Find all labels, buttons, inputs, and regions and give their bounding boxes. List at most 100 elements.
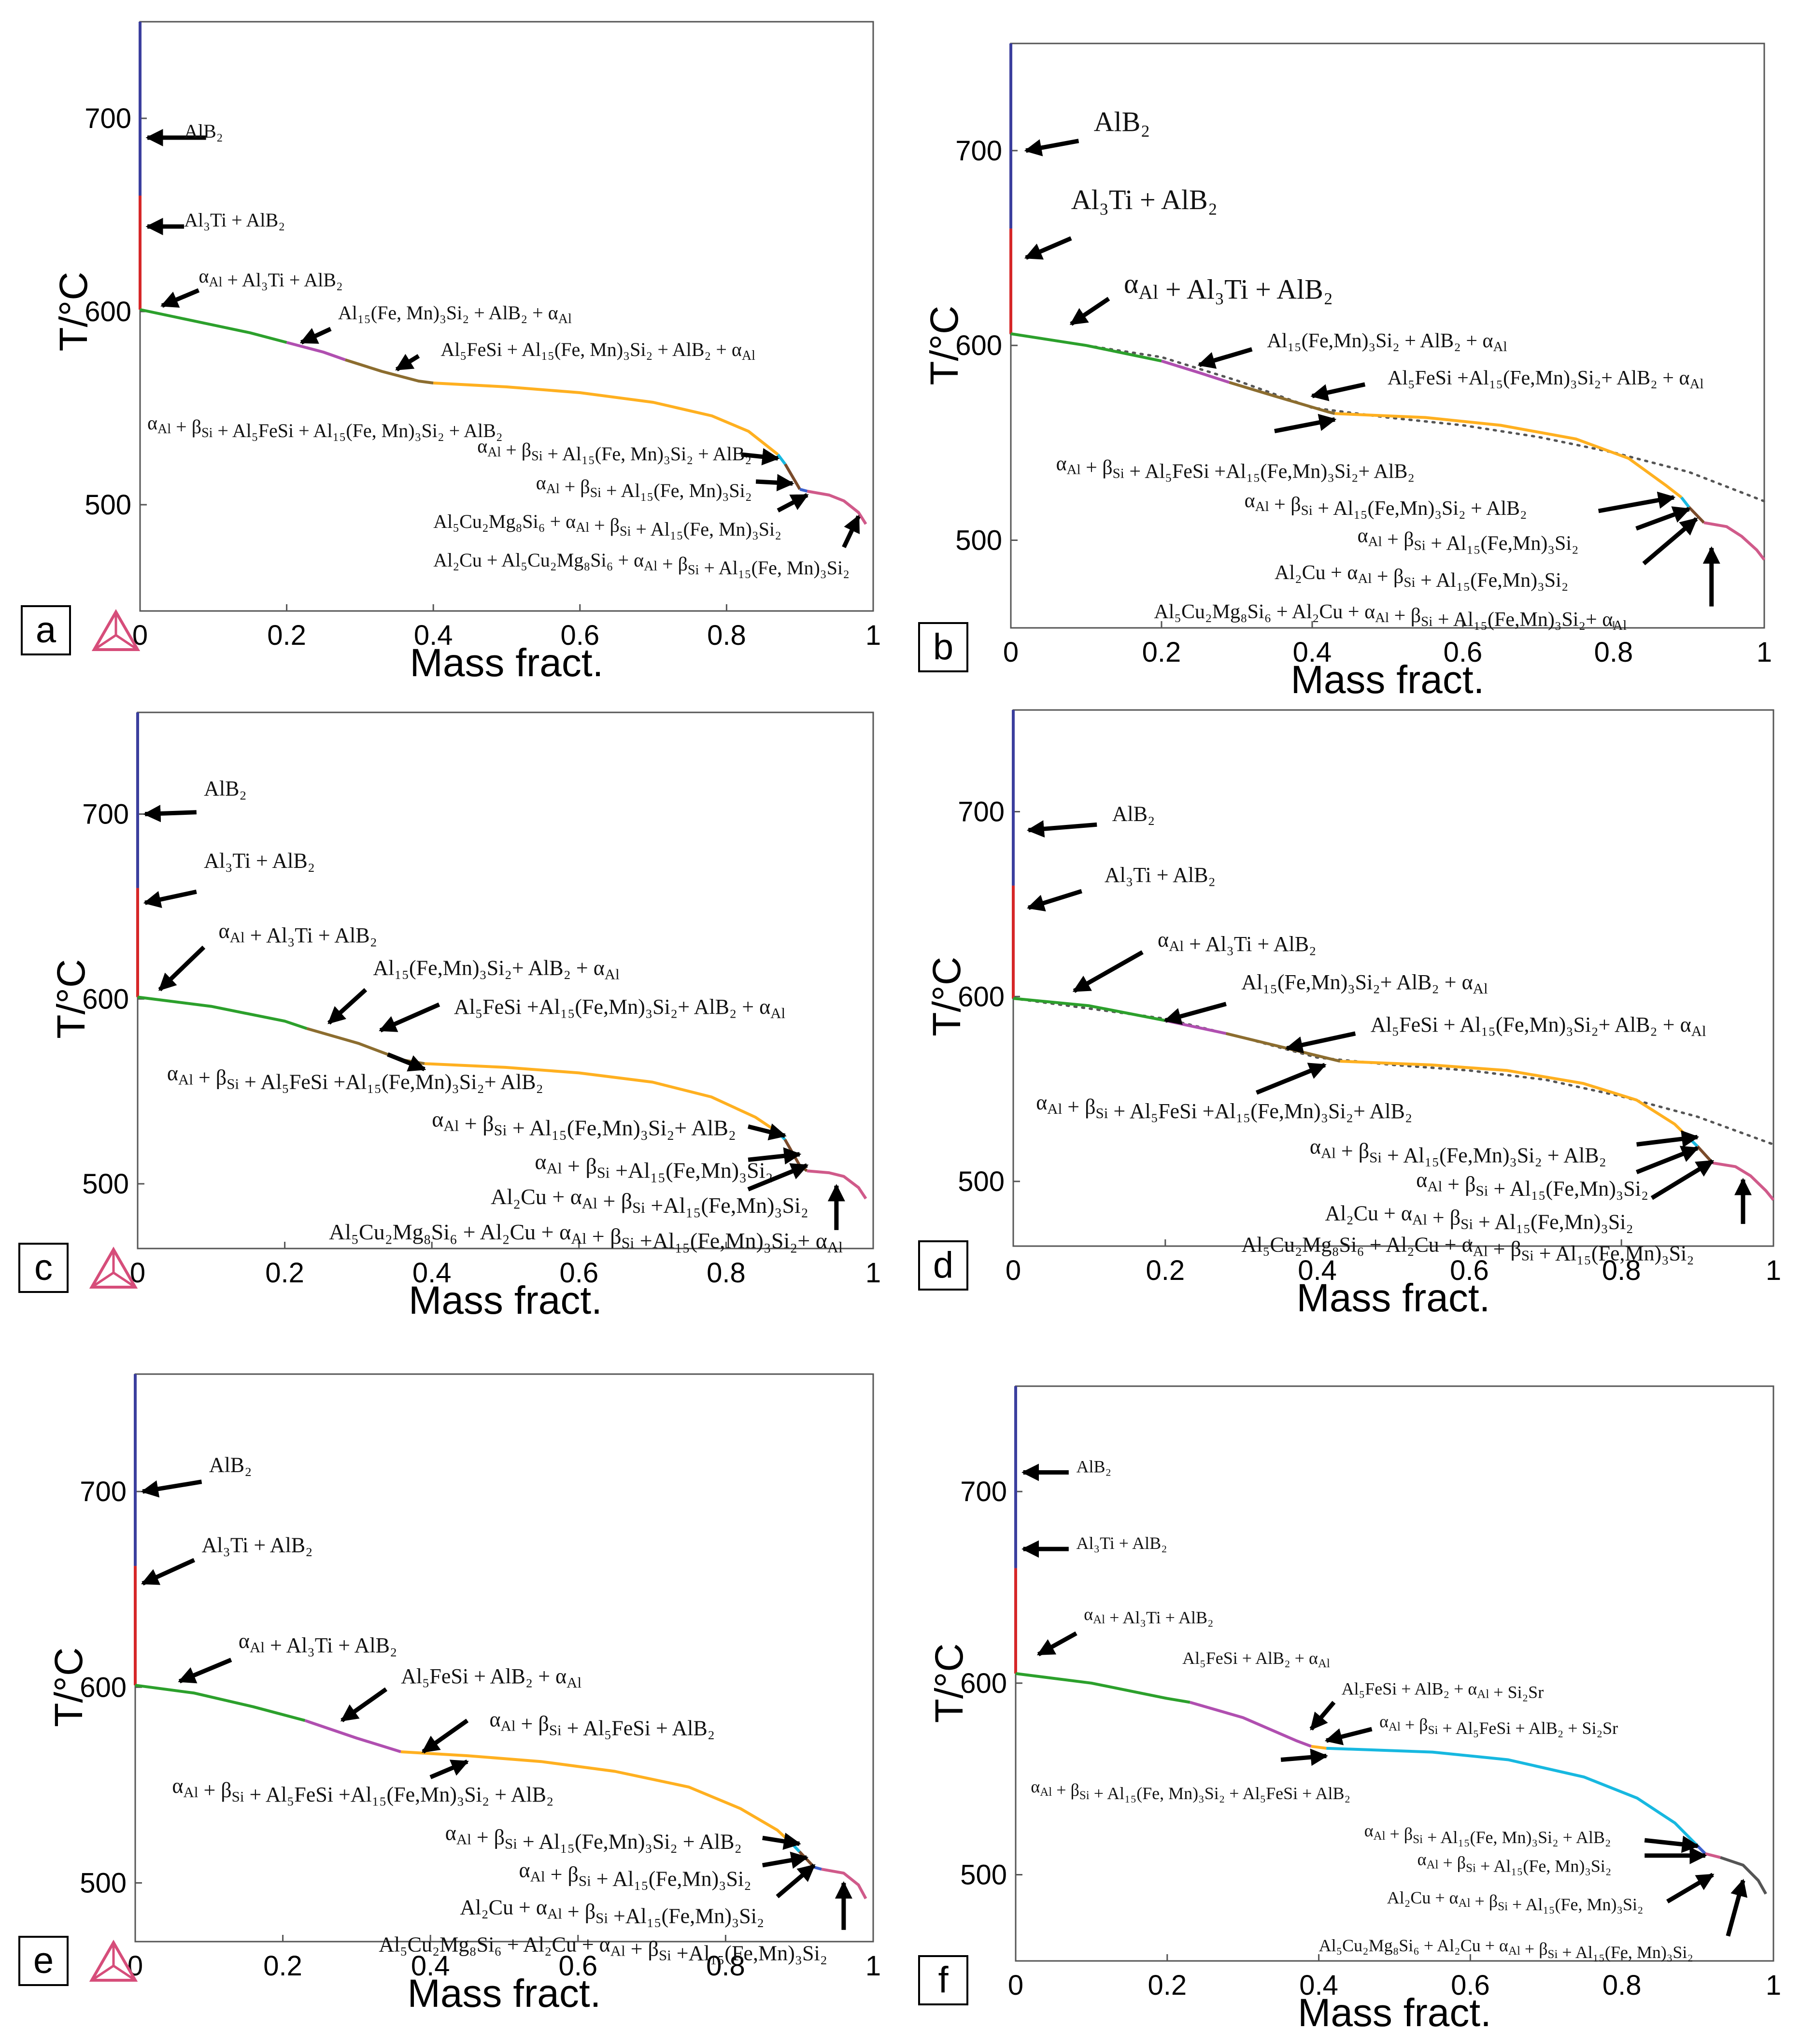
- series-segment-8: [1703, 521, 1766, 561]
- annotation-arrow: [747, 1123, 787, 1141]
- series-segment-4: [1311, 1745, 1327, 1750]
- y-tick-label: 600: [955, 330, 1002, 361]
- phase-annotation: αAl + Al₃Ti + AlB₂: [1158, 928, 1316, 956]
- x-tick-label: 0.8: [707, 1257, 746, 1289]
- x-tick-label: 0.4: [1293, 637, 1332, 668]
- x-axis-label: Mass fract.: [1298, 1991, 1491, 2035]
- annotation-arrow: [1598, 491, 1676, 513]
- series-segment-3: [304, 1719, 401, 1753]
- x-axis-label: Mass fract.: [408, 1972, 601, 2016]
- phase-annotation: AlB₂: [1077, 1457, 1112, 1476]
- annotation-arrow: [1197, 347, 1253, 369]
- x-tick-label: 0.4: [1299, 1970, 1338, 2001]
- annotation-arrow: [1635, 506, 1691, 531]
- x-axis-label: Mass fract.: [409, 1278, 602, 1322]
- x-tick-label: 1: [1757, 637, 1772, 668]
- phase-annotation: αAl + βSi + Al₅FeSi + Al₁₅(Fe, Mn)₃Si₂ +…: [147, 412, 503, 441]
- annotation-arrow: [1024, 139, 1079, 156]
- software-logo-icon: [89, 1939, 138, 1982]
- phase-annotation: AlB₂: [204, 777, 247, 800]
- annotation-arrow: [1026, 820, 1097, 838]
- phase-annotation: AlB₂: [184, 120, 223, 142]
- phase-annotation: αAl + βSi + Al₁₅(Fe,Mn)₃Si₂: [1416, 1168, 1648, 1201]
- phase-annotation: Al₃Ti + AlB₂: [202, 1533, 313, 1557]
- phase-annotation: Al₅Cu₂Mg₈Si₆ + Al₂Cu + αAl + βSi + Al₁₅(…: [1319, 1936, 1693, 1962]
- annotation-arrow: [299, 326, 332, 345]
- annotation-arrow: [1024, 236, 1072, 260]
- panel-letter-box: [21, 605, 71, 655]
- annotation-arrow: [1636, 1146, 1699, 1175]
- series-segment-6: [1696, 1845, 1706, 1855]
- panel-letter: f: [938, 1959, 949, 2001]
- series-segment-4: [400, 1750, 793, 1845]
- x-tick-label: 1: [865, 1950, 881, 1982]
- phase-annotation: αAl + βSi + Al₅FeSi +Al₁₅(Fe,Mn)₃Si₂ + A…: [172, 1774, 553, 1806]
- x-tick-label: 0.8: [1602, 1970, 1642, 2001]
- phase-annotation: Al₅FeSi + AlB₂ + αAl: [1182, 1648, 1330, 1670]
- phase-annotation: αAl + βSi + Al₅FeSi + AlB₂: [489, 1707, 715, 1740]
- y-tick-label: 700: [958, 796, 1005, 828]
- x-tick-label: 0.2: [267, 620, 306, 651]
- y-tick-label: 500: [80, 1867, 127, 1899]
- x-axis-label: Mass fract.: [410, 641, 604, 685]
- x-tick-label: 1: [1766, 1970, 1781, 2001]
- x-tick-label: 0.8: [707, 620, 746, 651]
- phase-annotation: Al₃Ti + AlB₂: [184, 209, 285, 231]
- annotation-arrow: [777, 493, 809, 512]
- series-segment-2: [1010, 332, 1162, 363]
- series-segment-7: [1687, 506, 1705, 524]
- annotation-arrow: [1324, 1727, 1373, 1746]
- series-segment-2: [1015, 1672, 1191, 1704]
- x-tick-label: 1: [865, 620, 881, 651]
- annotation-arrow: [762, 1832, 801, 1850]
- y-tick-label: 600: [85, 296, 131, 327]
- phase-annotation: αAl + βSi + Al₅FeSi + AlB₂ + Si₂Sr: [1379, 1712, 1618, 1738]
- series-segment-2: [137, 995, 308, 1030]
- chart-panel-d: 500 600 700 0 0.2 0.4 0.6 0.8 1 Mass fract. T/°C Al…: [918, 709, 1781, 1320]
- x-tick-label: 0.4: [411, 1950, 450, 1982]
- annotation-arrow: [1310, 382, 1366, 401]
- phase-annotation: Al₃Ti + AlB₂: [1077, 1533, 1167, 1553]
- phase-annotation: Al₁₅(Fe,Mn)₃Si₂ + AlB₂ + αAl: [1267, 330, 1507, 355]
- phase-annotation: Al₅FeSi + Al₁₅(Fe, Mn)₃Si₂ + AlB₂ + αAl: [440, 339, 755, 363]
- series-segment-5: [433, 382, 779, 456]
- y-axis-label: T/°C: [52, 272, 96, 352]
- series-segment-8: [821, 1868, 867, 1900]
- phase-annotation: Al₅FeSi + AlB₂ + αAl + Si₂Sr: [1342, 1679, 1544, 1702]
- phase-annotation: AlB₂: [209, 1453, 252, 1477]
- series-segment-4: [1225, 1032, 1341, 1063]
- annotation-arrow: [1642, 517, 1698, 566]
- series-segment-2: [140, 308, 287, 344]
- x-tick-label: 0.6: [558, 1950, 597, 1982]
- y-tick-label: 700: [85, 103, 131, 134]
- phase-annotation: αAl + Al₃Ti + AlB₂: [1084, 1604, 1213, 1627]
- annotation-arrow: [158, 945, 206, 992]
- series-segment-7: [814, 1866, 822, 1871]
- phase-annotation: Al₅Cu₂Mg₈Si₆ + Al₂Cu + αAl + βSi + Al₁₅(…: [1241, 1233, 1694, 1265]
- annotation-arrow: [340, 1687, 388, 1722]
- y-axis-label: T/°C: [925, 957, 969, 1036]
- series-segment-6: [1680, 496, 1690, 508]
- annotation-arrow: [141, 1479, 202, 1498]
- x-tick-label: 0.8: [1602, 1255, 1641, 1286]
- x-tick-label: 0: [1006, 1255, 1021, 1286]
- x-tick-label: 0.8: [1594, 637, 1633, 668]
- annotation-arrow: [1644, 1835, 1700, 1853]
- annotation-arrow: [747, 1163, 809, 1192]
- phase-annotation: Al₅FeSi +Al₁₅(Fe,Mn)₃Si₂+ AlB₂ + αAl: [1388, 367, 1704, 392]
- panel-letter-box: [18, 1243, 69, 1293]
- series-segment-2: [1013, 997, 1166, 1022]
- x-tick-label: 0.6: [559, 1257, 598, 1289]
- phase-annotation: αAl + βSi + Al₁₅(Fe,Mn)₃Si₂+ AlB₂: [432, 1107, 736, 1140]
- x-tick-label: 0.4: [412, 1257, 452, 1289]
- series-segment-8: [1712, 1161, 1775, 1201]
- phase-annotation: αAl + Al₃Ti + AlB₂: [198, 265, 342, 291]
- phase-annotation: Al₃Ti + AlB₂: [1105, 863, 1216, 887]
- annotation-arrow: [1255, 1063, 1327, 1095]
- series-segment-7: [1705, 1852, 1721, 1859]
- plot-frame: [139, 21, 874, 612]
- x-tick-label: 0.4: [1298, 1255, 1337, 1286]
- phase-annotation: αAl + Al₃Ti + AlB₂: [239, 1629, 397, 1657]
